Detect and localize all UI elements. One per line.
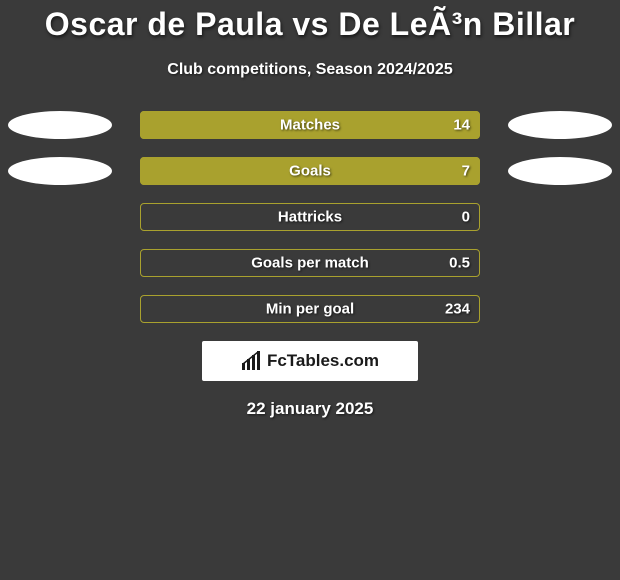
stat-value: 0: [462, 209, 470, 226]
stat-label: Goals: [289, 163, 331, 180]
page-subtitle: Club competitions, Season 2024/2025: [0, 61, 620, 79]
player-badge-right: [508, 157, 612, 185]
stat-value: 7: [462, 163, 470, 180]
bars-icon: [241, 351, 263, 371]
page-title: Oscar de Paula vs De LeÃ³n Billar: [0, 6, 620, 43]
logo-text: FcTables.com: [267, 351, 379, 371]
stat-row: Matches 14: [0, 111, 620, 139]
stat-rows: Matches 14 Goals 7 Hattricks 0 Goals per match…: [0, 111, 620, 323]
stat-label: Hattricks: [278, 209, 342, 226]
stat-row: Min per goal 234: [0, 295, 620, 323]
player-badge-left: [8, 111, 112, 139]
stat-row: Goals 7: [0, 157, 620, 185]
stat-label: Min per goal: [266, 301, 354, 318]
stat-row: Hattricks 0: [0, 203, 620, 231]
logo-box: FcTables.com: [202, 341, 418, 381]
stat-label: Matches: [280, 117, 340, 134]
stat-value: 234: [445, 301, 470, 318]
stat-value: 14: [453, 117, 470, 134]
player-badge-right: [508, 111, 612, 139]
stat-row: Goals per match 0.5: [0, 249, 620, 277]
player-badge-left: [8, 157, 112, 185]
date-line: 22 january 2025: [0, 399, 620, 419]
stat-label: Goals per match: [251, 255, 369, 272]
comparison-infographic: Oscar de Paula vs De LeÃ³n Billar Club c…: [0, 0, 620, 580]
stat-value: 0.5: [449, 255, 470, 272]
logo: FcTables.com: [241, 351, 379, 371]
